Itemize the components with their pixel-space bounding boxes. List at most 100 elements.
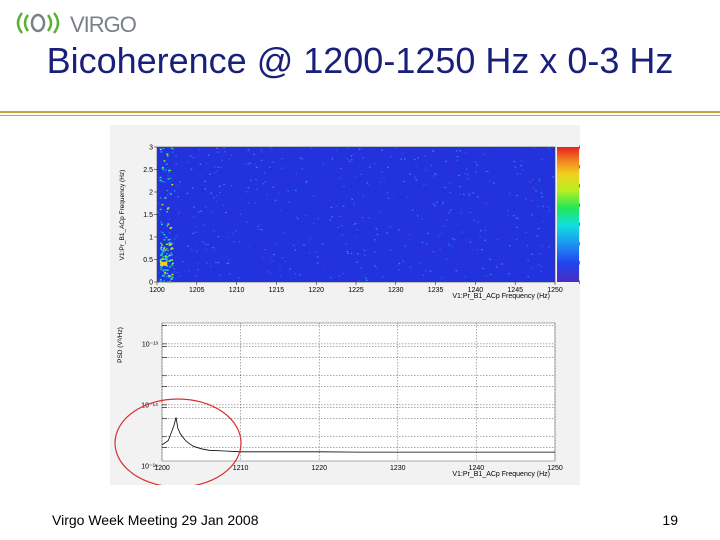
heatmap-speckle: [192, 216, 195, 218]
heatmap-speckle: [183, 179, 186, 181]
heatmap-speckle: [200, 270, 203, 272]
heatmap-speckle: [453, 239, 456, 241]
heatmap-speckle: [284, 260, 286, 262]
psd-x-tick-label: 1230: [390, 465, 406, 472]
heatmap-speckle: [233, 196, 235, 199]
heatmap-hot-cell: [169, 177, 172, 179]
heatmap-speckle: [235, 260, 238, 262]
heatmap-speckle: [389, 151, 391, 153]
heatmap-speckle: [242, 199, 244, 201]
heatmap-speckle: [440, 263, 443, 265]
heatmap-speckle: [170, 220, 172, 222]
heatmap-speckle: [537, 263, 539, 265]
heatmap-speckle: [379, 181, 381, 183]
heatmap-speckle: [217, 166, 220, 168]
heatmap-speckle: [232, 188, 234, 190]
heatmap-speckle: [365, 249, 368, 251]
title-rule: [0, 111, 720, 113]
heatmap-speckle: [158, 229, 161, 231]
heatmap-speckle: [161, 224, 164, 226]
heatmap-hot-cell: [162, 251, 165, 253]
heatmap-hot-cell: [164, 197, 167, 199]
heatmap-speckle: [451, 238, 454, 240]
heatmap-speckle: [470, 228, 472, 230]
heatmap-hot-cell: [162, 269, 165, 271]
heatmap-speckle: [537, 205, 539, 207]
heatmap-speckle: [295, 264, 298, 266]
heatmap-speckle: [191, 196, 193, 198]
heatmap-speckle: [221, 159, 224, 161]
heatmap-speckle: [436, 206, 439, 208]
heatmap-speckle: [331, 158, 334, 161]
heatmap-speckle: [181, 150, 184, 153]
heatmap-speckle: [175, 155, 177, 157]
heatmap-speckle: [175, 235, 178, 237]
heatmap-speckle: [230, 260, 233, 262]
heatmap-speckle: [188, 263, 190, 266]
heatmap-speckle: [279, 155, 281, 157]
heatmap-speckle: [238, 277, 241, 279]
heatmap-speckle: [453, 234, 455, 236]
heatmap-speckle: [465, 155, 468, 157]
heatmap-speckle: [427, 170, 429, 172]
heatmap-speckle: [212, 186, 215, 188]
heatmap-speckle: [214, 249, 216, 251]
heatmap-speckle: [537, 264, 540, 266]
heatmap-hot-cell: [160, 242, 162, 244]
heatmap-speckle: [371, 190, 374, 192]
heatmap-speckle: [274, 199, 277, 201]
heatmap-speckle: [210, 148, 212, 150]
heatmap-hot-cell: [166, 265, 169, 267]
heatmap-speckle: [472, 185, 475, 187]
heatmap-speckle: [224, 252, 226, 255]
heatmap-speckle: [520, 159, 523, 162]
heatmap-speckle: [423, 184, 425, 186]
heatmap-speckle: [305, 181, 307, 183]
heatmap-speckle: [197, 263, 199, 265]
heatmap-speckle: [173, 163, 175, 165]
heatmap-hot-cell: [159, 278, 162, 281]
heatmap-speckle: [501, 234, 503, 236]
heatmap-speckle: [477, 196, 479, 198]
heatmap-speckle: [249, 162, 251, 164]
heatmap-hot-cell: [159, 176, 162, 179]
heatmap-speckle: [188, 270, 191, 272]
heatmap-speckle: [199, 168, 202, 170]
heatmap-speckle: [366, 159, 369, 161]
heatmap-speckle: [468, 184, 470, 186]
heatmap-speckle: [355, 231, 358, 233]
heatmap-speckle: [446, 219, 448, 221]
heatmap-speckle: [508, 192, 511, 194]
heatmap-speckle: [507, 215, 509, 217]
heatmap-speckle: [434, 173, 436, 175]
heatmap-speckle: [210, 265, 212, 267]
heatmap-speckle: [339, 228, 341, 230]
heatmap-speckle: [406, 178, 408, 180]
heatmap-speckle: [297, 218, 299, 220]
heatmap-speckle: [212, 224, 215, 226]
heatmap-speckle: [353, 202, 356, 204]
heatmap-speckle: [500, 187, 502, 189]
heatmap-hot-cell: [164, 249, 167, 251]
heatmap-chart: 1200 1205 1210 1215 1220 1225 1230 1235 1240 1245…: [119, 145, 580, 301]
heatmap-speckle: [184, 202, 186, 204]
heatmap-speckle: [216, 147, 218, 149]
heatmap-speckle: [316, 262, 319, 264]
heatmap-speckle: [208, 176, 210, 179]
heatmap-speckle: [314, 258, 316, 260]
heatmap-speckle: [479, 237, 482, 239]
heatmap-speckle: [331, 216, 333, 218]
heatmap-speckle: [217, 262, 220, 264]
heatmap-speckle: [468, 278, 471, 280]
heatmap-speckle: [201, 190, 204, 192]
heatmap-speckle: [356, 261, 359, 263]
heatmap-speckle: [370, 192, 373, 194]
psd-x-label: V1:Pr_B1_ACp Frequency (Hz): [452, 471, 550, 478]
heatmap-speckle: [516, 194, 518, 197]
heatmap-speckle: [512, 215, 515, 217]
heatmap-speckle: [474, 161, 477, 163]
heatmap-speckle: [481, 200, 483, 202]
heatmap-speckle: [196, 250, 198, 252]
heatmap-speckle: [350, 252, 353, 254]
heatmap-speckle: [531, 253, 534, 255]
